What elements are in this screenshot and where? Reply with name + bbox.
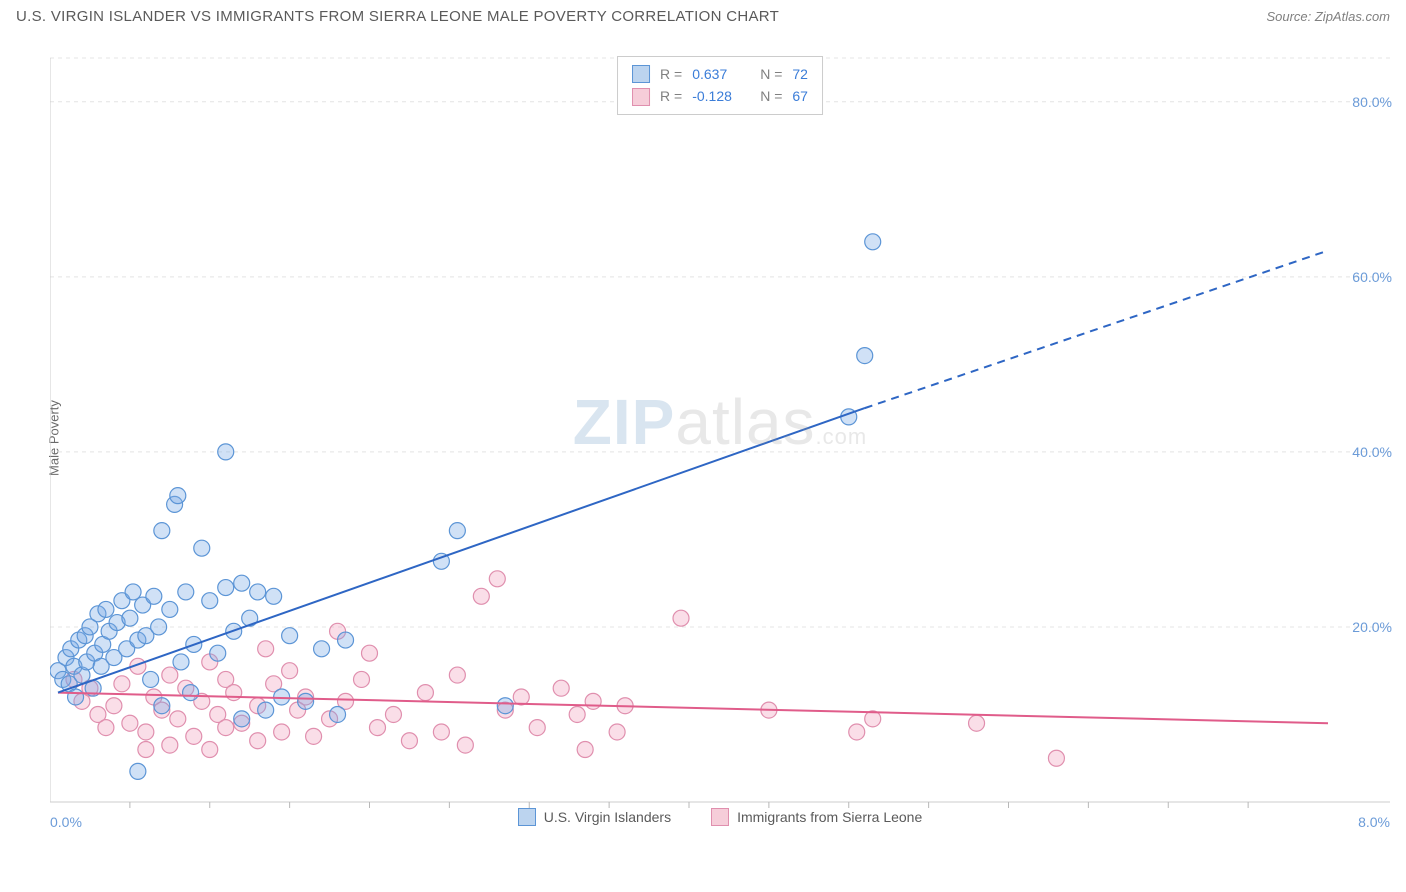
y-tick-label: 60.0%	[1352, 269, 1392, 285]
scatter-plot	[50, 48, 1390, 828]
swatch-series-2-icon	[711, 808, 729, 826]
r-label: R =	[660, 85, 682, 107]
legend-item-2: Immigrants from Sierra Leone	[711, 808, 922, 826]
chart-area: Male Poverty ZIPatlas.com R = 0.637 N = …	[50, 48, 1390, 828]
r-value-1: 0.637	[692, 63, 750, 85]
legend-item-1: U.S. Virgin Islanders	[518, 808, 671, 826]
legend-row-1: R = 0.637 N = 72	[632, 63, 808, 85]
r-label: R =	[660, 63, 682, 85]
swatch-series-2	[632, 88, 650, 106]
correlation-legend: R = 0.637 N = 72 R = -0.128 N = 67	[617, 56, 823, 115]
chart-title: U.S. VIRGIN ISLANDER VS IMMIGRANTS FROM …	[16, 8, 779, 25]
chart-source: Source: ZipAtlas.com	[1266, 9, 1390, 24]
legend-label-1: U.S. Virgin Islanders	[544, 809, 671, 825]
swatch-series-1	[632, 65, 650, 83]
n-value-1: 72	[792, 63, 808, 85]
legend-row-2: R = -0.128 N = 67	[632, 85, 808, 107]
n-label: N =	[760, 85, 782, 107]
n-value-2: 67	[792, 85, 808, 107]
y-tick-label: 20.0%	[1352, 619, 1392, 635]
chart-header: U.S. VIRGIN ISLANDER VS IMMIGRANTS FROM …	[0, 0, 1406, 29]
y-tick-label: 40.0%	[1352, 444, 1392, 460]
n-label: N =	[760, 63, 782, 85]
legend-label-2: Immigrants from Sierra Leone	[737, 809, 922, 825]
y-tick-label: 80.0%	[1352, 94, 1392, 110]
swatch-series-1-icon	[518, 808, 536, 826]
r-value-2: -0.128	[692, 85, 750, 107]
series-legend: U.S. Virgin Islanders Immigrants from Si…	[50, 808, 1390, 826]
